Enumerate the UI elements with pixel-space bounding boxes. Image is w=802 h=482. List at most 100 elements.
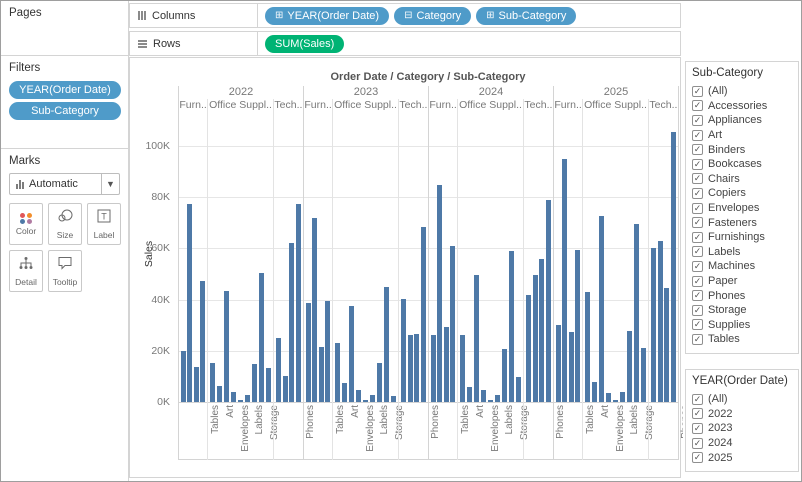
filter-item-art[interactable]: ✓ Art <box>692 128 792 143</box>
filter-pill-year-order-date[interactable]: YEAR(Order Date) <box>9 81 121 99</box>
color-button[interactable]: Color <box>9 203 43 245</box>
label-button[interactable]: T Label <box>87 203 121 245</box>
filter-pill-sub-category[interactable]: Sub-Category <box>9 102 121 120</box>
checkbox-checked-icon[interactable]: ✓ <box>692 333 703 345</box>
bar-2023-phones[interactable] <box>421 227 427 402</box>
checkbox-checked-icon[interactable]: ✓ <box>692 290 703 302</box>
bar-2022-envelopes[interactable] <box>231 392 236 402</box>
filter-item-machines[interactable]: ✓ Machines <box>692 259 792 274</box>
bar-2023-supplies[interactable] <box>390 395 396 402</box>
bar-2025-accessories[interactable] <box>650 247 656 402</box>
bar-2025-phones[interactable] <box>671 132 677 402</box>
bar-2025-fasteners[interactable] <box>612 399 618 402</box>
bar-2025-binders[interactable] <box>599 215 605 402</box>
checkbox-checked-icon[interactable]: ✓ <box>692 452 703 464</box>
bar-2024-bookcases[interactable] <box>430 334 436 402</box>
bar-2025-tables[interactable] <box>575 249 581 402</box>
expand-icon[interactable]: ⊞ <box>486 10 495 21</box>
filter-item-labels[interactable]: ✓ Labels <box>692 245 792 260</box>
filter-item-fasteners[interactable]: ✓ Fasteners <box>692 215 792 230</box>
bar-2024-machines[interactable] <box>539 258 545 402</box>
bar-2024-chairs[interactable] <box>437 185 443 402</box>
filter-item-paper[interactable]: ✓ Paper <box>692 274 792 289</box>
bar-2022-bookcases[interactable] <box>180 351 186 402</box>
filter-item-2025[interactable]: ✓ 2025 <box>692 450 792 465</box>
checkbox-checked-icon[interactable]: ✓ <box>692 231 703 243</box>
checkbox-checked-icon[interactable]: ✓ <box>692 158 703 170</box>
bar-2022-paper[interactable] <box>251 364 257 402</box>
bar-2022-copiers[interactable] <box>282 375 288 402</box>
bar-2025-bookcases[interactable] <box>555 325 561 402</box>
checkbox-checked-icon[interactable]: ✓ <box>692 246 703 258</box>
checkbox-checked-icon[interactable]: ✓ <box>692 100 703 112</box>
bar-2024-phones[interactable] <box>546 200 552 402</box>
bar-2024-furnishings[interactable] <box>443 327 449 402</box>
bar-2025-paper[interactable] <box>626 331 632 402</box>
bar-2023-envelopes[interactable] <box>356 390 361 402</box>
mark-type-dropdown[interactable]: Automatic ▼ <box>9 173 120 195</box>
filter-item-bookcases[interactable]: ✓ Bookcases <box>692 157 792 172</box>
checkbox-checked-icon[interactable]: ✓ <box>692 408 703 420</box>
filter-item-appliances[interactable]: ✓ Appliances <box>692 113 792 128</box>
filter-item-chairs[interactable]: ✓ Chairs <box>692 172 792 187</box>
checkbox-checked-icon[interactable]: ✓ <box>692 437 703 449</box>
bar-2024-fasteners[interactable] <box>487 399 493 402</box>
bar-2022-accessories[interactable] <box>275 338 281 402</box>
checkbox-checked-icon[interactable]: ✓ <box>692 114 703 126</box>
checkbox-checked-icon[interactable]: ✓ <box>692 304 703 316</box>
bar-2022-labels[interactable] <box>244 394 250 402</box>
filter-item-binders[interactable]: ✓ Binders <box>692 142 792 157</box>
filter-item-phones[interactable]: ✓ Phones <box>692 288 792 303</box>
bar-2024-binders[interactable] <box>474 274 480 402</box>
bar-2024-accessories[interactable] <box>525 294 531 402</box>
bar-2025-art[interactable] <box>592 382 598 402</box>
bar-2024-copiers[interactable] <box>532 275 538 402</box>
bar-2022-storage[interactable] <box>258 273 264 402</box>
bar-2025-machines[interactable] <box>664 288 670 402</box>
checkbox-checked-icon[interactable]: ✓ <box>692 393 703 405</box>
pages-shelf[interactable]: Pages <box>1 1 128 56</box>
bar-2022-machines[interactable] <box>289 243 295 402</box>
bar-2022-binders[interactable] <box>224 290 230 402</box>
bar-2022-appliances[interactable] <box>210 362 216 402</box>
bar-2025-labels[interactable] <box>619 391 625 402</box>
tooltip-button[interactable]: Tooltip <box>48 250 82 292</box>
bar-2025-envelopes[interactable] <box>606 393 611 402</box>
bar-2024-labels[interactable] <box>494 395 500 402</box>
checkbox-checked-icon[interactable]: ✓ <box>692 275 703 287</box>
checkbox-checked-icon[interactable]: ✓ <box>692 173 703 185</box>
bar-2023-machines[interactable] <box>414 333 420 402</box>
chevron-down-icon[interactable]: ▼ <box>101 174 119 194</box>
bar-2023-accessories[interactable] <box>400 299 406 402</box>
bar-2024-paper[interactable] <box>501 349 507 402</box>
checkbox-checked-icon[interactable]: ✓ <box>692 217 703 229</box>
bar-2024-envelopes[interactable] <box>481 390 486 402</box>
filter-item-envelopes[interactable]: ✓ Envelopes <box>692 201 792 216</box>
bar-2024-art[interactable] <box>467 387 473 402</box>
bar-2024-tables[interactable] <box>450 246 456 402</box>
checkbox-checked-icon[interactable]: ✓ <box>692 85 703 97</box>
checkbox-checked-icon[interactable]: ✓ <box>692 129 703 141</box>
bar-2024-storage[interactable] <box>508 251 514 402</box>
bar-2023-binders[interactable] <box>349 306 355 402</box>
filter-item-all[interactable]: ✓ (All) <box>692 84 792 99</box>
filter-item-supplies[interactable]: ✓ Supplies <box>692 318 792 333</box>
bar-2022-chairs[interactable] <box>187 204 193 402</box>
bar-2022-supplies[interactable] <box>265 367 271 402</box>
bar-2025-appliances[interactable] <box>585 292 591 402</box>
filter-item-accessories[interactable]: ✓ Accessories <box>692 99 792 114</box>
bar-2025-storage[interactable] <box>633 223 639 402</box>
filter-item-furnishings[interactable]: ✓ Furnishings <box>692 230 792 245</box>
bar-2022-fasteners[interactable] <box>237 400 243 402</box>
bar-2022-tables[interactable] <box>200 280 206 402</box>
bar-2023-bookcases[interactable] <box>305 303 311 402</box>
detail-button[interactable]: Detail <box>9 250 43 292</box>
bar-2023-art[interactable] <box>342 382 348 402</box>
checkbox-checked-icon[interactable]: ✓ <box>692 144 703 156</box>
bar-2025-furnishings[interactable] <box>568 332 574 402</box>
filter-item-2023[interactable]: ✓ 2023 <box>692 421 792 436</box>
bar-2022-art[interactable] <box>217 386 223 402</box>
pill-sub-category[interactable]: ⊞ Sub-Category <box>476 6 577 25</box>
expand-icon[interactable]: ⊞ <box>275 10 284 21</box>
checkbox-checked-icon[interactable]: ✓ <box>692 422 703 434</box>
